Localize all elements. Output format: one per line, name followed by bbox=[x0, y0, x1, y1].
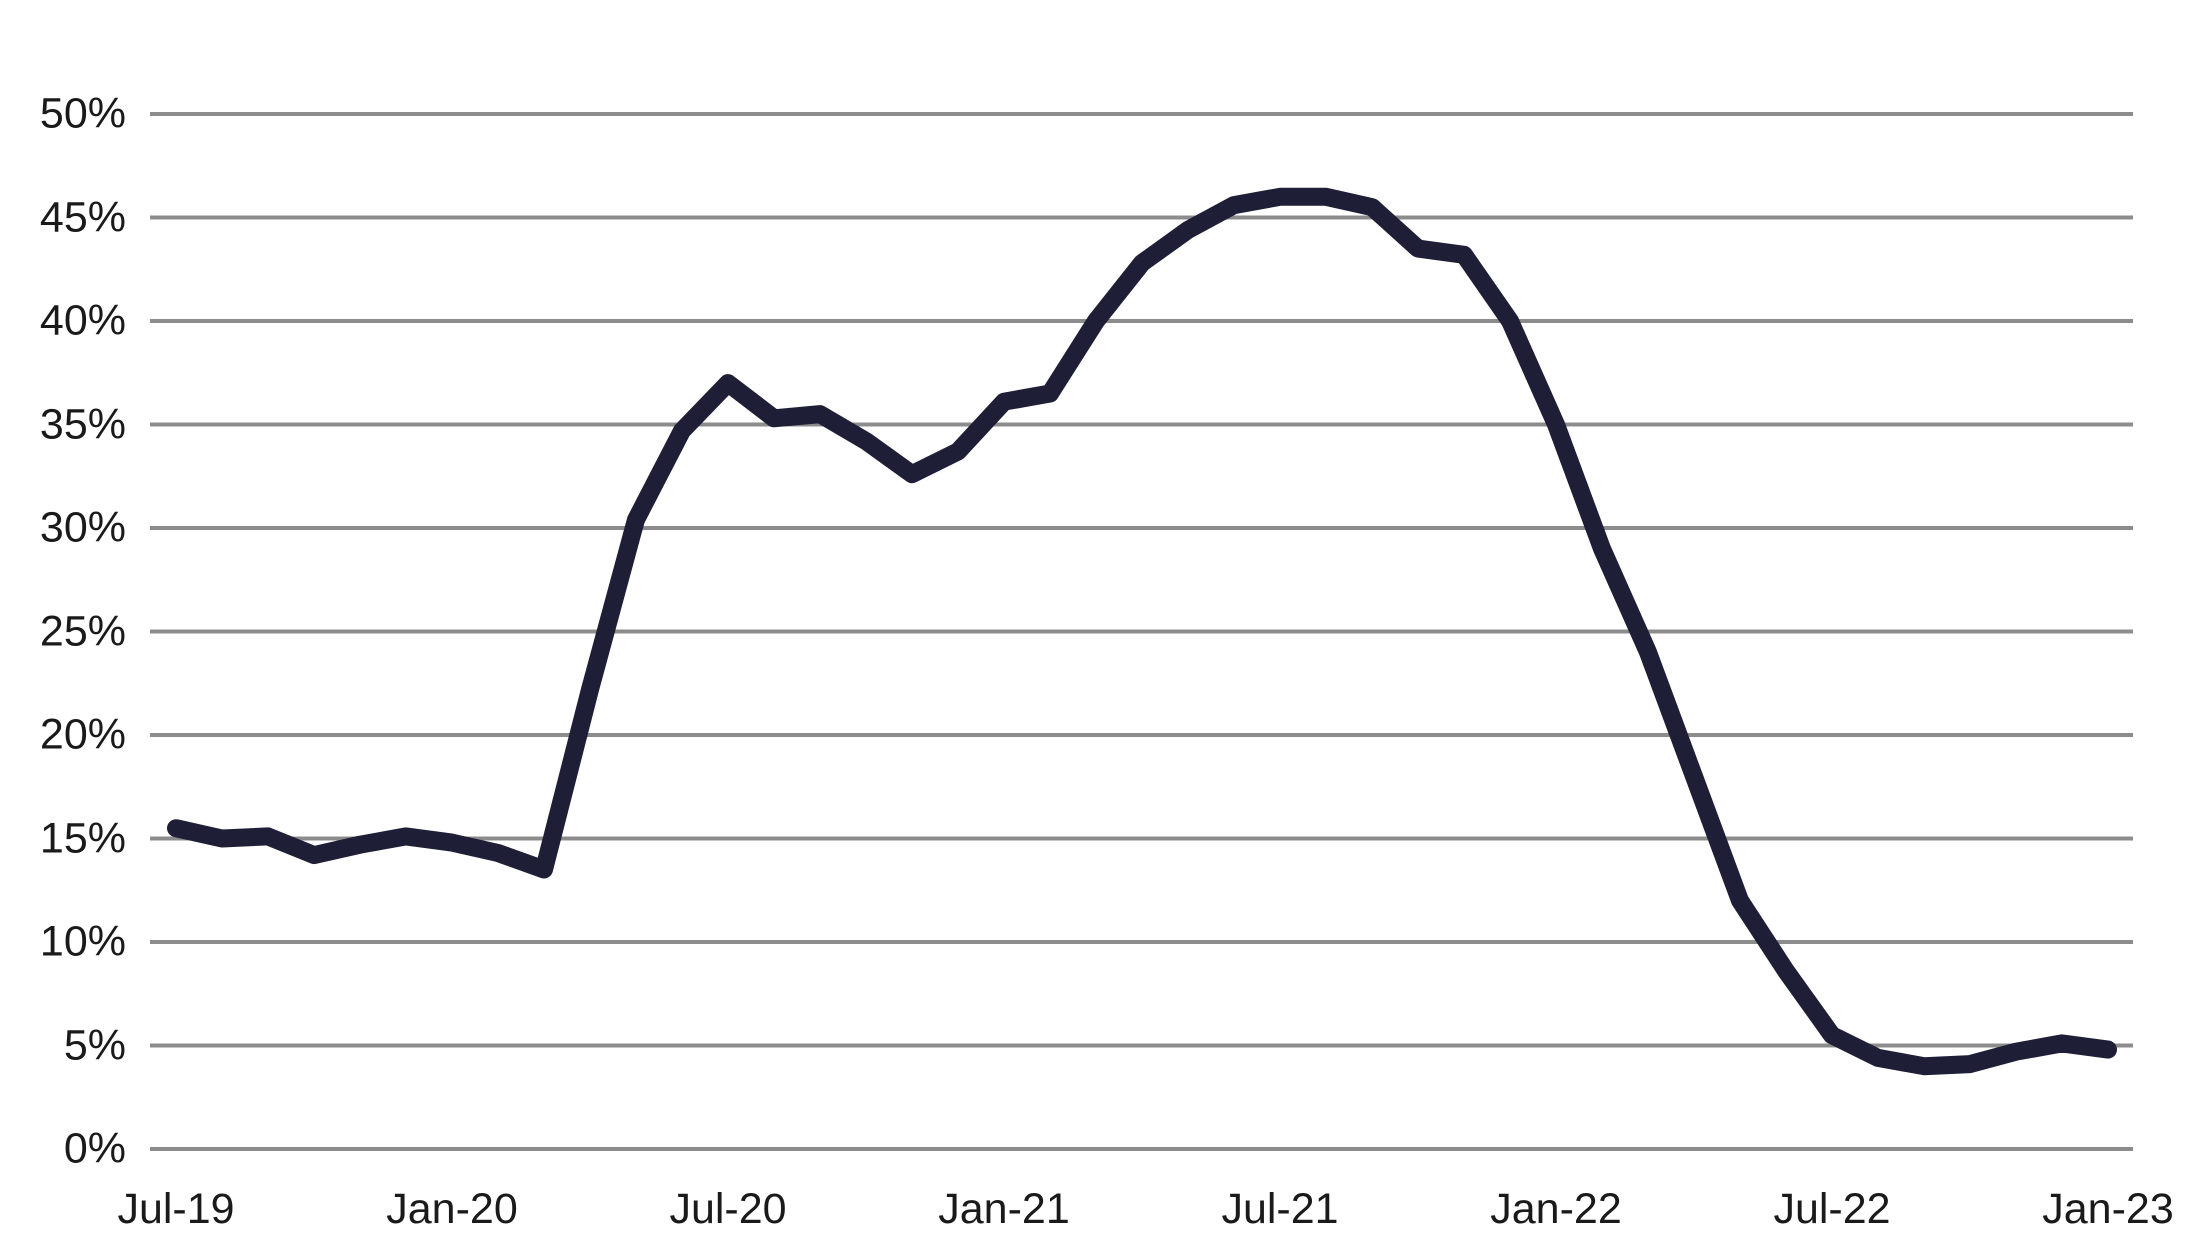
x-tick-label: Jul-20 bbox=[669, 1185, 787, 1233]
y-tick-label: 50% bbox=[39, 89, 126, 138]
y-tick-label: 5% bbox=[63, 1021, 126, 1069]
y-tick-label: 30% bbox=[39, 503, 126, 552]
x-tick-label: Jul-22 bbox=[1773, 1185, 1891, 1233]
y-tick-label: 35% bbox=[39, 400, 126, 448]
y-tick-label: 20% bbox=[39, 710, 126, 759]
x-tick-label: Jul-19 bbox=[117, 1185, 235, 1233]
x-tick-label: Jan-21 bbox=[938, 1185, 1070, 1233]
y-tick-label: 15% bbox=[39, 814, 126, 862]
data-series-group bbox=[167, 187, 2117, 1076]
gridlines bbox=[150, 112, 2133, 1151]
x-tick-label: Jan-20 bbox=[386, 1185, 518, 1233]
y-tick-label: 25% bbox=[39, 607, 126, 655]
y-tick-label: 45% bbox=[39, 193, 126, 241]
x-tick-label: Jan-23 bbox=[2042, 1185, 2174, 1233]
y-tick-label: 40% bbox=[39, 296, 126, 345]
data-series-line bbox=[167, 187, 2117, 1076]
y-tick-label: 10% bbox=[39, 917, 126, 966]
x-tick-label: Jan-22 bbox=[1490, 1185, 1622, 1233]
x-tick-label: Jul-21 bbox=[1221, 1185, 1339, 1233]
y-tick-label: 0% bbox=[63, 1124, 126, 1173]
